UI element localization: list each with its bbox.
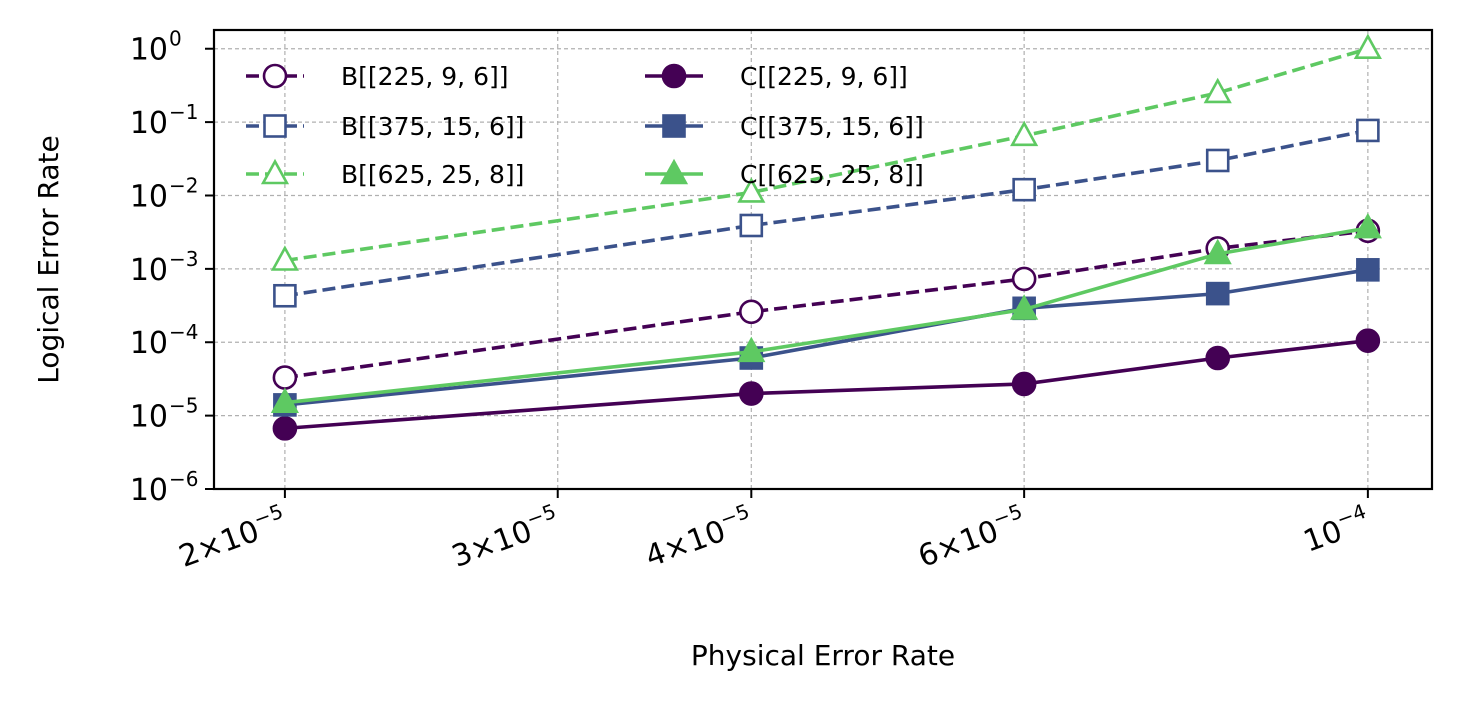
data-point [1205, 148, 1230, 173]
plot-frame [212, 28, 1434, 491]
legend-marker [263, 114, 287, 138]
data-point [1012, 177, 1036, 202]
y-tick-label: 10 [130, 473, 168, 508]
y-tick-exponent: −5 [169, 394, 198, 418]
legend-entry: B[[375, 15, 6]] [246, 112, 524, 141]
data-point [272, 416, 298, 441]
data-point [739, 381, 764, 406]
x-tick-label: 4×10−5 [639, 499, 758, 575]
x-tick-label: 10−4 [1297, 499, 1374, 560]
y-tick-exponent: 0 [169, 27, 182, 51]
x-tick-label-text: 6×10−5 [912, 499, 1031, 575]
series-layer [270, 33, 1382, 441]
x-tick-label-text: 2×10−5 [173, 499, 292, 575]
data-point [1203, 77, 1232, 104]
legend-marker [662, 114, 686, 138]
x-tick-label: 6×10−5 [912, 499, 1031, 575]
legend-entry: C[[625, 25, 8]] [645, 158, 924, 189]
x-tick-label-text: 3×10−5 [446, 499, 565, 575]
data-point [1205, 281, 1230, 306]
data-point [739, 299, 764, 325]
legend-label: C[[375, 15, 6]] [740, 112, 924, 141]
y-tick-label: 10 [130, 400, 168, 435]
data-point [737, 336, 766, 363]
legend-entry: B[[625, 25, 8]] [246, 158, 524, 189]
data-point [1205, 345, 1231, 371]
data-point [1010, 294, 1039, 320]
y-tick-label: 10 [130, 33, 168, 68]
legend-marker [661, 63, 687, 89]
y-tick-exponent: −6 [169, 467, 198, 491]
y-tick-label: 10 [130, 106, 168, 141]
legend-marker [260, 158, 290, 185]
series-b-1 [273, 118, 1380, 308]
x-tick-label: 2×10−5 [173, 499, 292, 575]
legend: B[[225, 9, 6]] B[[375, 15, 6]] B[[625, 25,… [246, 62, 924, 189]
data-point [1010, 120, 1039, 147]
data-point [273, 283, 297, 308]
y-axis-label: Logical Error Rate [32, 135, 65, 383]
y-tick-exponent: −4 [169, 320, 198, 344]
data-point [1203, 238, 1232, 265]
x-tick-label-text: 10−4 [1297, 499, 1374, 560]
series-b-0 [272, 218, 1381, 390]
legend-marker [262, 63, 288, 89]
data-point [1353, 212, 1382, 239]
legend-entry: C[[375, 15, 6]] [645, 112, 924, 141]
data-point [270, 387, 299, 414]
data-point [1011, 266, 1037, 292]
legend-label: C[[625, 25, 8]] [740, 160, 924, 189]
legend-label: C[[225, 9, 6]] [740, 62, 908, 91]
data-point [272, 365, 298, 390]
series-line [284, 229, 1369, 380]
series-c-3 [272, 328, 1381, 441]
data-point [270, 245, 299, 271]
data-point [739, 213, 764, 238]
y-tick-label: 10 [130, 326, 168, 361]
x-tick-label: 3×10−5 [446, 499, 565, 575]
y-tick-exponent: −3 [169, 247, 198, 271]
data-point [1355, 328, 1381, 353]
data-point [737, 177, 766, 203]
legend-label: B[[375, 15, 6]] [341, 112, 524, 141]
axis-layer: 10−610−510−410−310−210−110 02×10−53×10−54… [130, 27, 1374, 575]
x-axis-label: Physical Error Rate [691, 639, 955, 672]
legend-label: B[[225, 9, 6]] [341, 62, 508, 91]
data-point [1356, 118, 1380, 143]
y-tick-label: 10 [130, 253, 168, 288]
series-line [284, 226, 1369, 405]
data-point [1353, 33, 1382, 60]
y-tick-label: 10 [130, 179, 168, 214]
series-b-2 [270, 33, 1382, 271]
data-point [1011, 371, 1037, 397]
series-line [284, 128, 1369, 298]
legend-label: B[[625, 25, 8]] [341, 160, 524, 189]
legend-entry: C[[225, 9, 6]] [645, 62, 908, 91]
legend-entry: B[[225, 9, 6]] [246, 62, 508, 91]
series-c-5 [270, 212, 1382, 414]
y-tick-exponent: −2 [169, 173, 198, 197]
y-tick-exponent: −1 [169, 100, 198, 124]
legend-marker [659, 158, 689, 185]
x-tick-label-text: 4×10−5 [639, 499, 758, 575]
data-point [1356, 258, 1380, 282]
